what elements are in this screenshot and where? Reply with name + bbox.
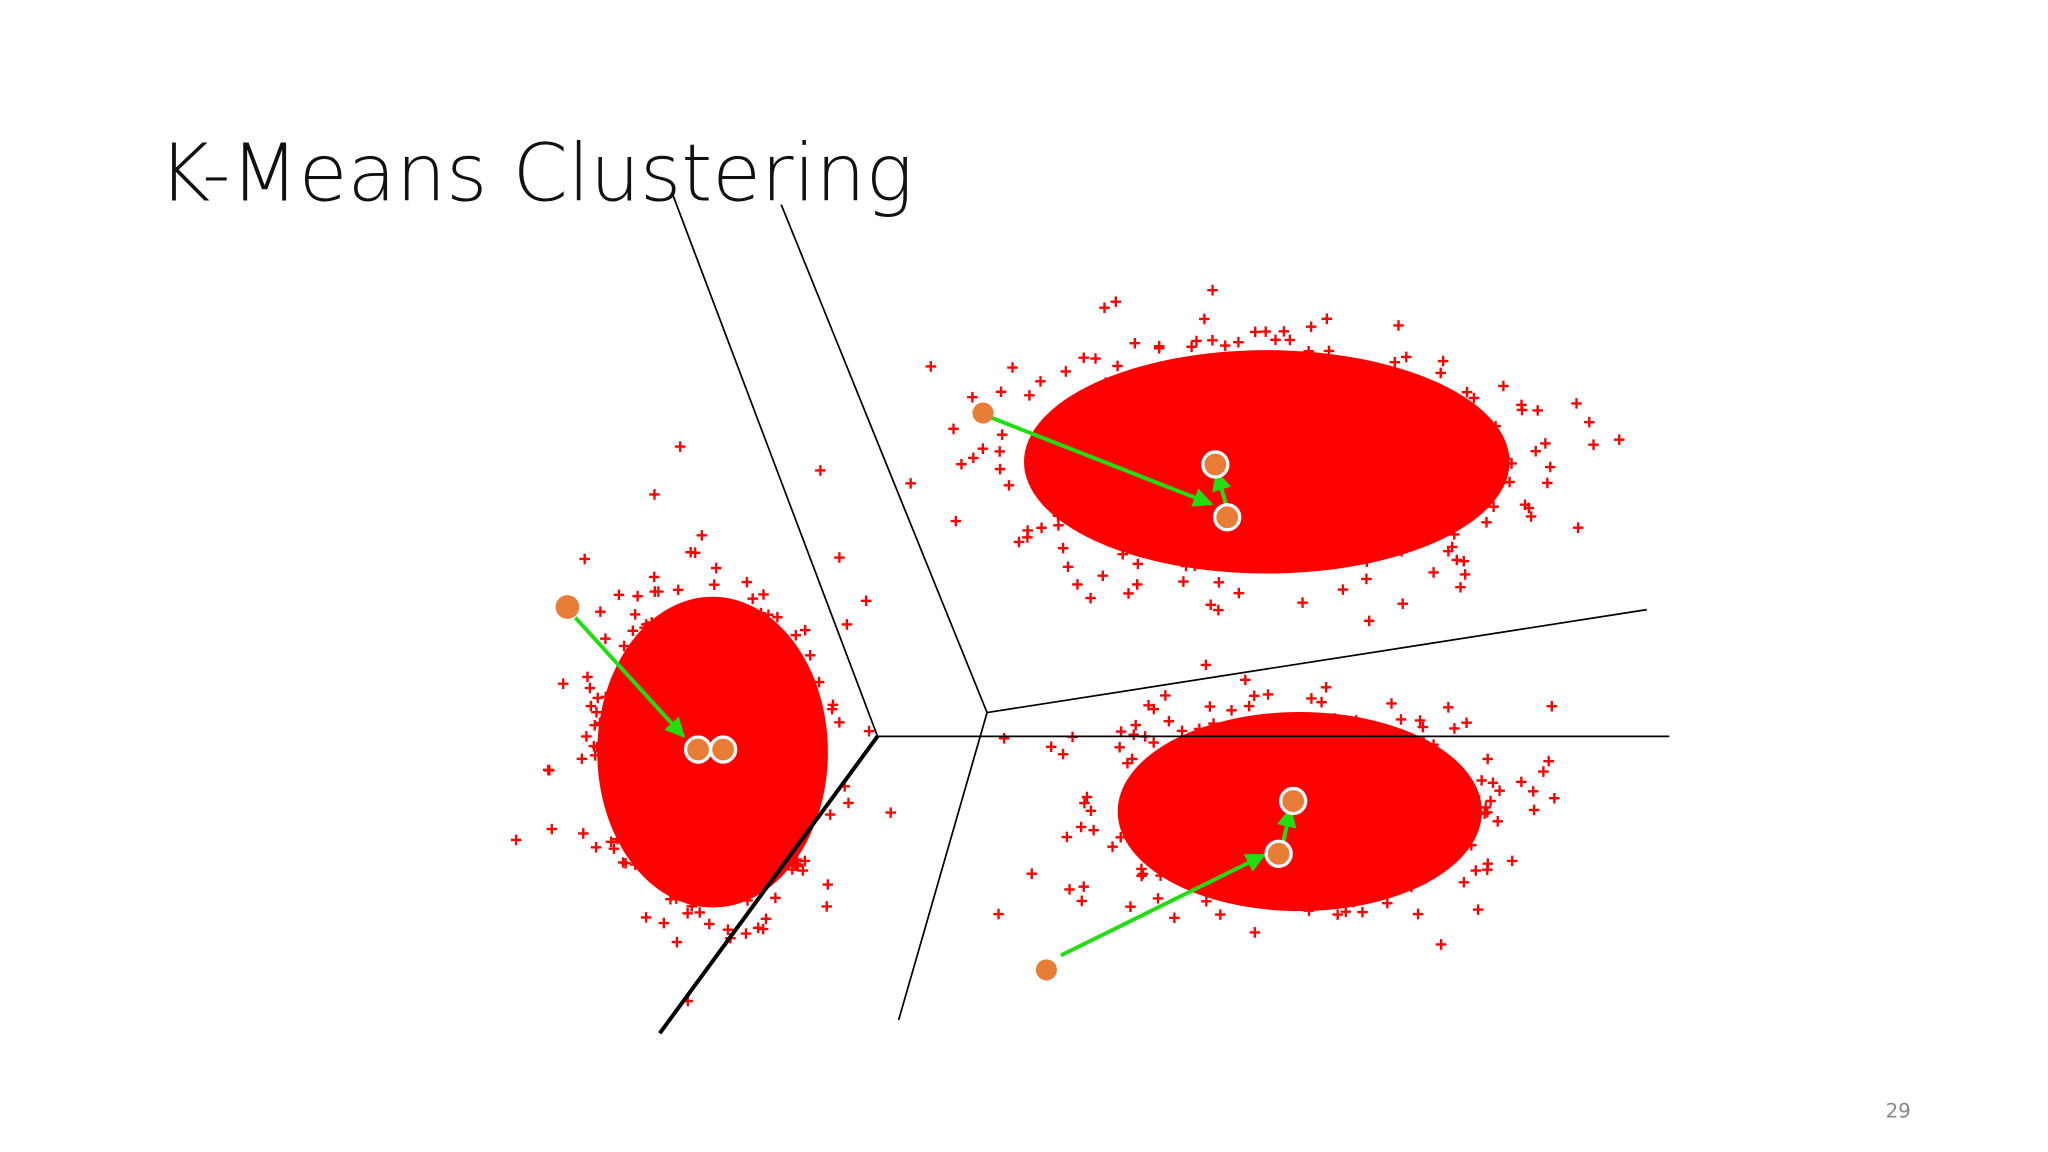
page-number: 29 [1886, 1100, 1911, 1123]
centroid-paths [573, 415, 1297, 958]
voronoi-lines [658, 194, 1670, 1035]
slide-title: K-Means Clustering [158, 128, 913, 220]
centroids [555, 402, 1308, 981]
cluster-points [993, 659, 1560, 950]
cluster-points [815, 284, 1625, 627]
